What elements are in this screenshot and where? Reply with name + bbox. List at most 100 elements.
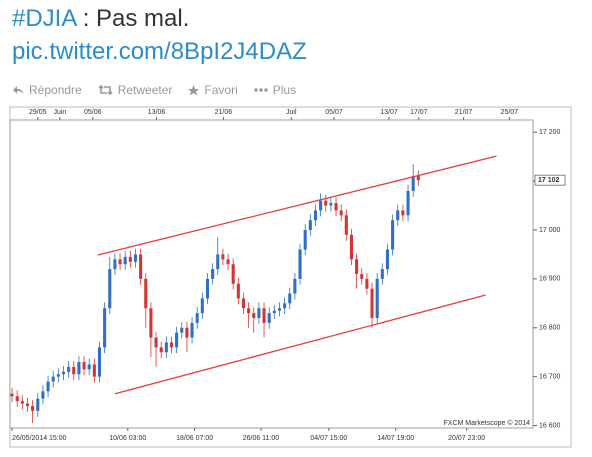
candle-body (20, 401, 24, 404)
candle-body (319, 200, 323, 211)
candle-body (272, 310, 276, 314)
candle-body (349, 234, 354, 260)
candle-body (25, 403, 30, 406)
candle-body (128, 256, 132, 262)
candle-body (391, 220, 395, 250)
candle-body (236, 283, 240, 299)
candle-body (118, 259, 122, 265)
top-x-tick-label: 13/07 (380, 109, 398, 116)
reply-icon (13, 86, 23, 94)
candle-body (159, 347, 163, 353)
candle-body (267, 313, 271, 323)
actions: Répondre Retweeter Favori Plus (12, 83, 296, 97)
candle-body (82, 362, 86, 370)
candle-body (344, 215, 348, 235)
candle-body (277, 308, 282, 311)
candle-body (205, 278, 210, 299)
candle-body (293, 278, 297, 294)
y-tick-label: 16 800 (539, 325, 561, 332)
trendline (114, 294, 486, 395)
retweet-icon (98, 85, 113, 95)
x-tick-label: 20/07 23:00 (448, 435, 485, 442)
candle-body (175, 332, 179, 348)
candle-body (416, 176, 420, 181)
more-icon (254, 88, 268, 92)
text: : Pas mal. (76, 5, 190, 32)
tweet-text: #DJIA : Pas mal. pic.twitter.com/8BpI2J4… (12, 2, 307, 68)
x-tick-label: 04/07 15:00 (310, 435, 347, 442)
last-price-box (534, 174, 566, 186)
candle-body (370, 288, 374, 318)
candle-body (169, 342, 174, 348)
candle-body (406, 190, 410, 216)
candle-body (221, 254, 225, 260)
candle-body (139, 254, 143, 279)
candle-body (247, 308, 251, 314)
top-x-tick-label: Juil (286, 109, 297, 116)
candle-body (67, 366, 71, 372)
link[interactable]: pic.twitter.com/8BpI2J4DAZ (12, 38, 307, 65)
candle-body (180, 327, 184, 333)
candle-body (216, 254, 220, 270)
reply-label: Répondre (29, 83, 82, 97)
candle-body (241, 298, 246, 309)
candle-body (298, 249, 302, 279)
candle-body (231, 264, 235, 284)
x-tick-label: 26/05/2014 15:00 (12, 435, 67, 442)
x-tick-label: 14/07 19:00 (377, 435, 414, 442)
last-price-label: 17 102 (538, 177, 560, 184)
candle-body (211, 269, 215, 279)
candle-body (36, 398, 40, 411)
candle-body (190, 322, 194, 338)
top-x-tick-label: 21/06 (215, 109, 233, 116)
candle-body (185, 327, 189, 338)
more[interactable]: Plus (254, 83, 296, 97)
top-x-tick-label: 29/05 (29, 109, 47, 116)
candle-body (252, 313, 256, 318)
y-tick-label: 17 000 (539, 227, 561, 234)
favorite[interactable]: Favori (188, 83, 238, 97)
top-x-tick-label: 05/07 (325, 109, 343, 116)
x-tick-label: 26/06 11:00 (243, 435, 280, 442)
retweet[interactable]: Retweeter (98, 83, 173, 97)
y-tick-label: 17 200 (539, 129, 561, 136)
trendline (97, 155, 497, 256)
candle-body (355, 259, 359, 274)
top-x-tick-label: Juin (53, 109, 66, 116)
candle-body (283, 303, 287, 309)
candle-body (411, 176, 415, 191)
retweet-label: Retweeter (117, 83, 173, 97)
candle-body (61, 371, 66, 375)
candle-body (226, 259, 230, 265)
top-x-tick-label: 05/06 (84, 109, 102, 116)
candle-body (313, 210, 318, 221)
top-x-tick-label: 17/07 (410, 109, 428, 116)
candle-body (164, 342, 168, 353)
favorite-icon (188, 84, 200, 95)
hashtag[interactable]: #DJIA (12, 5, 77, 32)
reply[interactable]: Répondre (12, 83, 82, 97)
candle-body (288, 293, 292, 304)
plot-area (9, 119, 534, 429)
candle-body (401, 210, 405, 216)
candle-body (87, 364, 91, 370)
y-tick-label: 16 600 (539, 422, 561, 429)
candle-body (31, 406, 35, 411)
candle-body (308, 220, 312, 230)
top-x-tick-label: 13/06 (148, 109, 166, 116)
candle-body (257, 308, 261, 318)
candle-body (41, 391, 45, 399)
candle-body (72, 366, 76, 375)
candle-body (380, 269, 384, 279)
favorite-label: Favori (204, 83, 238, 97)
candle-body (149, 308, 153, 338)
candle-body (375, 278, 379, 318)
candle-body (396, 210, 400, 221)
candle-body (365, 278, 369, 289)
candle-body (303, 230, 307, 250)
candle-body (77, 362, 81, 375)
top-x-tick-label: 25/07 (501, 109, 519, 116)
candle-body (200, 298, 204, 314)
candle-body (103, 308, 107, 348)
